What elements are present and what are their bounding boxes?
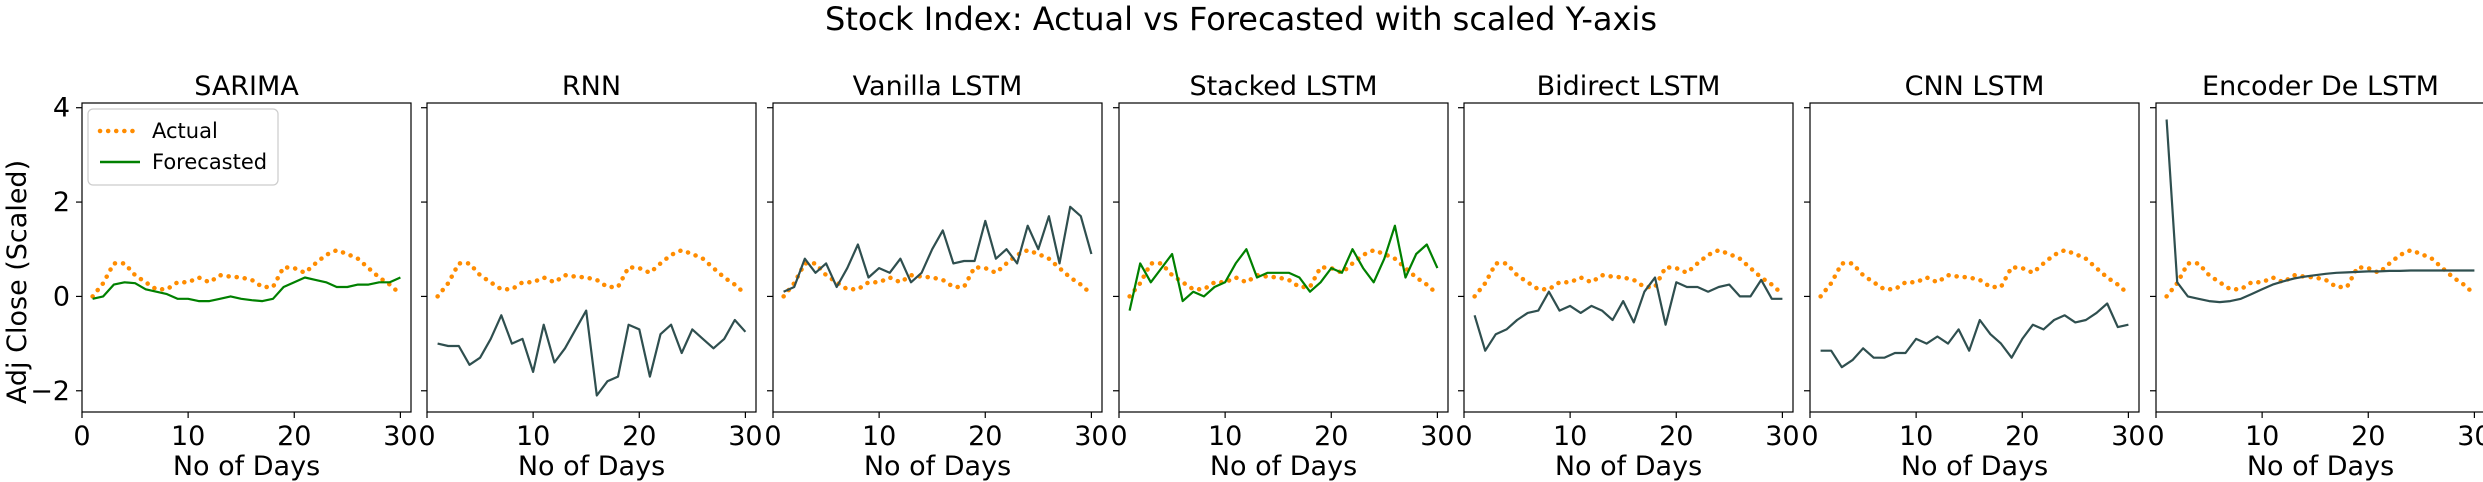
- series-actual-line: [1472, 247, 1785, 299]
- x-tick-label: 10: [862, 421, 896, 452]
- x-axis-label: No of Days: [1210, 451, 1357, 482]
- x-axis-label: No of Days: [1555, 451, 1702, 482]
- y-tick-label: 2: [53, 187, 70, 218]
- series-actual-line: [1818, 247, 2131, 299]
- legend: Actual Forecasted: [87, 108, 279, 186]
- x-tick-label: 10: [516, 421, 550, 452]
- panel-vanilla-lstm: Vanilla LSTM 0 10 20 30 No of Days: [764, 71, 1108, 482]
- x-tick-label: 10: [171, 421, 205, 452]
- x-tick-label: 20: [1659, 421, 1693, 452]
- x-tick-label: 30: [1420, 421, 1454, 452]
- x-tick-label: 10: [1899, 421, 1933, 452]
- series-forecasted-line: [783, 205, 1093, 293]
- legend-box: [87, 108, 279, 186]
- panel-bidirect-lstm: Bidirect LSTM 0 10 20 30 No of Days: [1455, 71, 1799, 482]
- y-tick-label: 0: [53, 281, 70, 312]
- series-actual-line: [781, 247, 1094, 299]
- x-tick-label: 20: [1314, 421, 1348, 452]
- x-tick-label: 20: [277, 421, 311, 452]
- series-actual-line: [90, 247, 403, 299]
- series-forecasted-line: [1820, 302, 2129, 369]
- plot-frame: [1463, 102, 1794, 413]
- y-tick-label: 4: [53, 93, 70, 124]
- x-tick-label: 20: [2351, 421, 2385, 452]
- series-forecasted-line: [2165, 119, 2475, 304]
- plot-frame: [772, 102, 1103, 413]
- panel-title: SARIMA: [194, 71, 299, 102]
- x-tick-label: 30: [383, 421, 417, 452]
- y-tick-label: −2: [30, 376, 70, 407]
- x-tick-label: 10: [2245, 421, 2279, 452]
- x-tick-label: 0: [73, 421, 90, 452]
- plot-frame: [1118, 102, 1449, 413]
- x-axis-label: No of Days: [173, 451, 320, 482]
- x-tick-label: 10: [1553, 421, 1587, 452]
- panel-title: CNN LSTM: [1905, 71, 2045, 102]
- x-axis-label: No of Days: [2247, 451, 2394, 482]
- x-tick-label: 10: [1208, 421, 1242, 452]
- x-tick-label: 0: [418, 421, 435, 452]
- x-tick-label: 20: [968, 421, 1002, 452]
- x-tick-label: 20: [2005, 421, 2039, 452]
- x-tick-label: 0: [2147, 421, 2164, 452]
- panel-title: RNN: [562, 71, 621, 102]
- y-axis-label: Adj Close (Scaled): [2, 160, 33, 404]
- figure-title: Stock Index: Actual vs Forecasted with s…: [825, 0, 1657, 38]
- series-forecasted-line: [1473, 276, 1783, 352]
- series-actual-line: [2164, 247, 2477, 299]
- plot-frame: [1809, 102, 2140, 413]
- x-tick-label: 0: [1455, 421, 1472, 452]
- series-actual-line: [435, 247, 748, 299]
- x-tick-label: 30: [728, 421, 762, 452]
- x-tick-label: 30: [2111, 421, 2145, 452]
- legend-forecasted-label: Forecasted: [152, 150, 267, 174]
- series-forecasted-line: [437, 309, 747, 397]
- panel-title: Encoder De LSTM: [2202, 71, 2439, 102]
- plot-frame: [426, 102, 757, 413]
- x-tick-label: 20: [622, 421, 656, 452]
- panel-title: Bidirect LSTM: [1537, 71, 1721, 102]
- x-tick-label: 30: [2457, 421, 2483, 452]
- x-tick-label: 0: [1110, 421, 1127, 452]
- legend-actual-label: Actual: [152, 119, 218, 143]
- plot-frame: [2155, 102, 2483, 413]
- panel-title: Stacked LSTM: [1189, 71, 1377, 102]
- x-axis-label: No of Days: [864, 451, 1011, 482]
- panel-cnn-lstm: CNN LSTM 0 10 20 30 No of Days: [1801, 71, 2145, 482]
- x-tick-label: 0: [764, 421, 781, 452]
- x-axis-label: No of Days: [518, 451, 665, 482]
- panel-rnn: RNN 0 10 20 30 No of Days: [418, 71, 762, 482]
- panel-stacked-lstm: Stacked LSTM 0 10 20 30 No of Days: [1110, 71, 1454, 482]
- x-tick-label: 0: [1801, 421, 1818, 452]
- panel-encoder-de-lstm: Encoder De LSTM 0 10 20 30 No of Days: [2147, 71, 2483, 482]
- series-forecasted-line: [1128, 224, 1439, 311]
- plot-frame: [81, 102, 412, 413]
- x-tick-label: 30: [1765, 421, 1799, 452]
- panel-title: Vanilla LSTM: [853, 71, 1023, 102]
- x-tick-label: 30: [1074, 421, 1108, 452]
- series-forecasted-line: [92, 276, 401, 303]
- x-axis-label: No of Days: [1901, 451, 2048, 482]
